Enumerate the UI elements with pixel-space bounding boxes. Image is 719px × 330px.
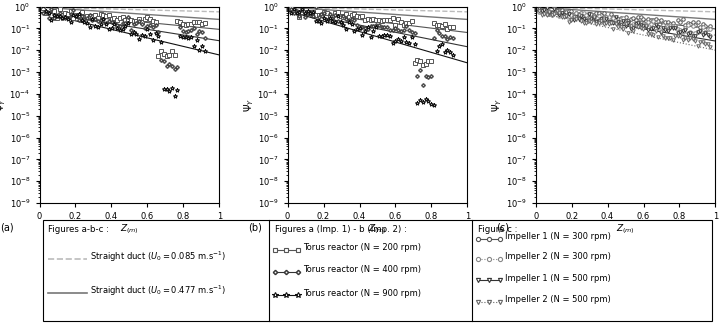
Text: Figure c :: Figure c :	[477, 225, 517, 234]
Text: (c): (c)	[496, 223, 509, 233]
Text: Impeller 2 (N = 300 rpm): Impeller 2 (N = 300 rpm)	[505, 252, 610, 261]
Y-axis label: $\Psi_Y$: $\Psi_Y$	[490, 98, 504, 112]
Text: Torus reactor (N = 900 rpm): Torus reactor (N = 900 rpm)	[303, 289, 421, 298]
Text: Straight duct ($U_0 = 0.477$ m.s$^{-1}$): Straight duct ($U_0 = 0.477$ m.s$^{-1}$)	[91, 284, 226, 298]
Text: Figures a-b-c :: Figures a-b-c :	[47, 225, 109, 234]
X-axis label: $Z_{(m)}$: $Z_{(m)}$	[368, 222, 387, 236]
Y-axis label: $\Psi_Y$: $\Psi_Y$	[0, 98, 8, 112]
Text: Impeller 1 (N = 300 rpm): Impeller 1 (N = 300 rpm)	[505, 232, 610, 242]
X-axis label: $Z_{(m)}$: $Z_{(m)}$	[120, 222, 139, 236]
X-axis label: $Z_{(m)}$: $Z_{(m)}$	[616, 222, 635, 236]
Text: (a): (a)	[0, 223, 14, 233]
Text: Torus reactor (N = 200 rpm): Torus reactor (N = 200 rpm)	[303, 243, 421, 252]
Text: Straight duct ($U_0 = 0.085$ m.s$^{-1}$): Straight duct ($U_0 = 0.085$ m.s$^{-1}$)	[91, 249, 226, 264]
Text: (b): (b)	[248, 223, 262, 233]
Text: Figures a (Imp. 1) - b (Imp. 2) :: Figures a (Imp. 1) - b (Imp. 2) :	[275, 225, 407, 234]
Text: Impeller 1 (N = 500 rpm): Impeller 1 (N = 500 rpm)	[505, 274, 610, 282]
Text: Impeller 2 (N = 500 rpm): Impeller 2 (N = 500 rpm)	[505, 295, 610, 304]
Y-axis label: $\Psi_Y$: $\Psi_Y$	[242, 98, 256, 112]
Text: Torus reactor (N = 400 rpm): Torus reactor (N = 400 rpm)	[303, 265, 421, 274]
